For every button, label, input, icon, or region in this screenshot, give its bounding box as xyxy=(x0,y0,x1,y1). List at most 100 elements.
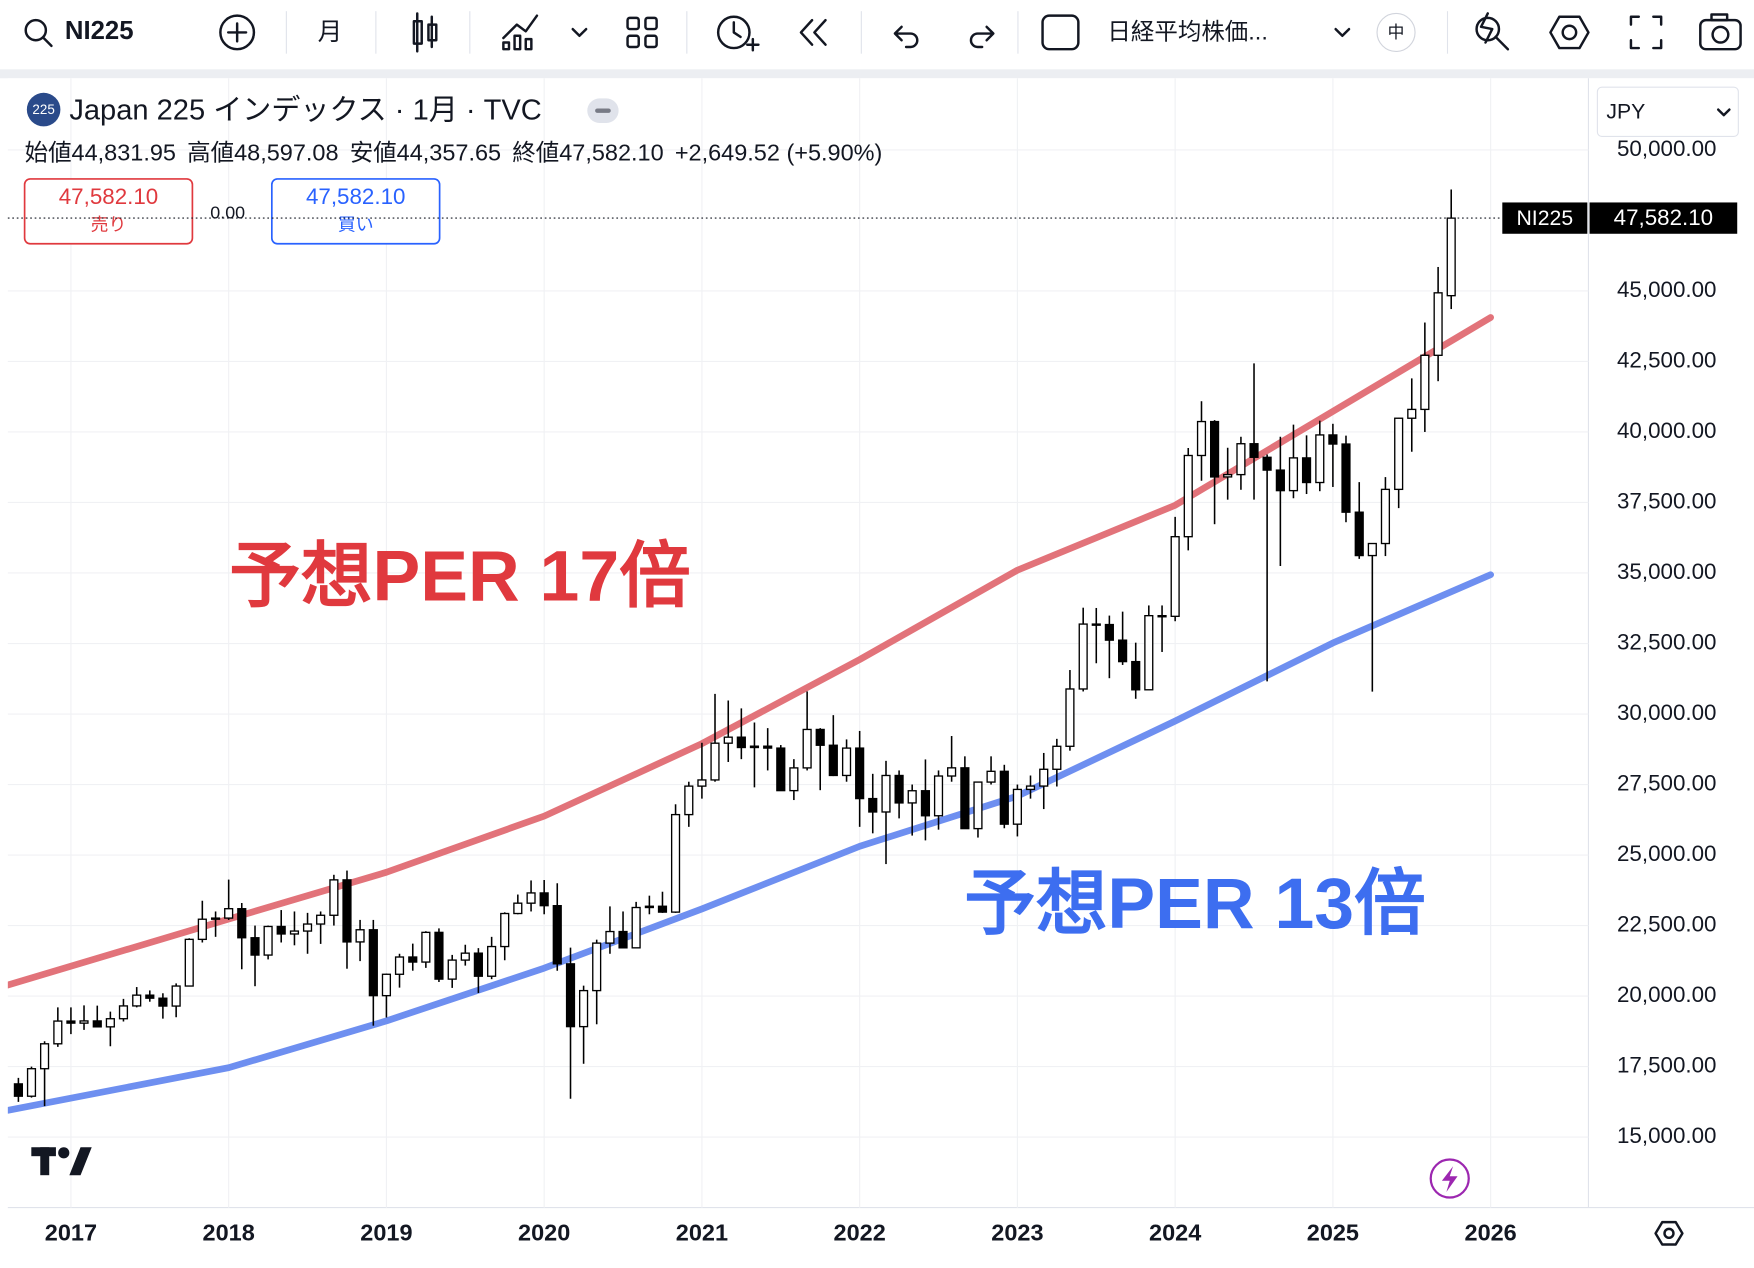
y-tick-label: 30,000.00 xyxy=(1617,700,1717,725)
x-tick-label: 2023 xyxy=(991,1220,1043,1246)
candle-body xyxy=(1341,443,1351,513)
candle-body xyxy=(605,930,615,944)
layout-box[interactable] xyxy=(1041,14,1080,51)
x-tick-label: 2024 xyxy=(1149,1220,1201,1246)
settings[interactable] xyxy=(1549,15,1590,50)
candle-body xyxy=(894,774,904,804)
buy-price[interactable]: 47,582.10 xyxy=(306,184,406,209)
y-tick-label: 50,000.00 xyxy=(1617,136,1717,161)
sell-label[interactable]: 売り xyxy=(91,215,127,235)
y-tick-label: 42,500.00 xyxy=(1617,347,1717,372)
candle-body xyxy=(841,747,852,777)
flash-bolt xyxy=(1441,1166,1458,1192)
candle-body xyxy=(1131,660,1141,691)
candle-body xyxy=(684,785,694,816)
symbol-tag xyxy=(1502,202,1588,234)
sell-button[interactable] xyxy=(23,178,194,245)
candle-body xyxy=(1380,488,1391,545)
indicators[interactable] xyxy=(502,14,539,51)
candle-body xyxy=(26,1068,37,1097)
currency[interactable]: JPY xyxy=(1606,100,1645,124)
plot xyxy=(7,189,1494,1114)
badge-text: 225 xyxy=(32,102,54,117)
fullscreen[interactable] xyxy=(1629,15,1663,50)
candle-body xyxy=(1223,473,1233,478)
candle-body xyxy=(342,879,352,943)
candle-body xyxy=(1157,614,1167,618)
currency-select[interactable] xyxy=(1596,86,1739,137)
snapshot[interactable] xyxy=(1699,13,1742,51)
symbol-badge xyxy=(26,92,61,127)
sell-price[interactable]: 47,582.10 xyxy=(59,184,159,209)
candle-body xyxy=(644,905,654,909)
candle-body xyxy=(1288,457,1299,492)
candle-body xyxy=(447,959,457,980)
dropdown[interactable] xyxy=(571,27,588,38)
candle-body xyxy=(1446,217,1456,297)
candle-body xyxy=(1275,469,1285,492)
lang-button[interactable] xyxy=(1376,12,1416,52)
candle-type[interactable] xyxy=(412,12,438,53)
candle-body xyxy=(66,1020,76,1024)
legend-title: Japan 225 インデックス · 1月 · TVC xyxy=(69,93,541,126)
chart-name[interactable]: 日経平均株価... xyxy=(1107,19,1267,45)
candle-body xyxy=(132,994,142,1007)
candle-body xyxy=(736,736,746,749)
y-tick-label: 25,000.00 xyxy=(1617,841,1717,866)
alert[interactable] xyxy=(716,15,760,52)
layouts[interactable] xyxy=(626,16,658,49)
candle-body xyxy=(1367,542,1377,557)
candle-body xyxy=(907,790,917,804)
y-tick-label: 27,500.00 xyxy=(1617,770,1717,795)
y-tick-label: 15,000.00 xyxy=(1617,1123,1717,1148)
buy-button[interactable] xyxy=(270,178,441,245)
candle-body xyxy=(1354,511,1364,557)
candle-body xyxy=(776,747,786,792)
candle-body xyxy=(316,914,326,925)
candle-body xyxy=(592,942,602,992)
candle-body xyxy=(368,929,378,997)
axis-settings[interactable] xyxy=(1654,1220,1684,1246)
candle-body xyxy=(526,892,536,904)
candle-body xyxy=(460,952,470,961)
grid xyxy=(7,78,1589,1208)
candle-body xyxy=(250,937,260,956)
ohlc-value: 44,831.95 xyxy=(72,140,176,166)
x-tick-label: 2021 xyxy=(676,1220,728,1246)
lang[interactable]: 中 xyxy=(1388,23,1405,42)
candle-body xyxy=(1196,420,1207,457)
undo[interactable] xyxy=(893,25,919,49)
ohlc-value: 44,357.65 xyxy=(397,140,501,166)
quick-search[interactable] xyxy=(1475,12,1510,51)
add-symbol[interactable] xyxy=(219,14,256,51)
redo[interactable] xyxy=(969,25,995,49)
x-tick-label: 2026 xyxy=(1465,1220,1517,1246)
dropdown[interactable] xyxy=(1334,27,1351,38)
spread: 0.00 xyxy=(210,202,245,222)
candle-body xyxy=(197,918,207,941)
candle-body xyxy=(1407,408,1417,419)
candle-body xyxy=(1065,688,1075,747)
buy-label[interactable]: 買い xyxy=(338,215,374,235)
candle-body xyxy=(1301,457,1312,484)
candle-body xyxy=(723,736,733,744)
y-tick-label: 17,500.00 xyxy=(1617,1053,1717,1078)
candle-body xyxy=(13,1083,23,1097)
candle-body xyxy=(657,905,668,913)
interval[interactable]: 月 xyxy=(318,19,343,46)
candle-body xyxy=(171,985,181,1007)
candle-body xyxy=(1012,788,1023,825)
x-tick-label: 2017 xyxy=(45,1220,97,1246)
replay[interactable] xyxy=(799,18,827,46)
candle-body xyxy=(565,963,576,1028)
search-icon[interactable] xyxy=(24,18,53,48)
candle-body xyxy=(539,892,549,907)
candle-body xyxy=(421,931,431,963)
candle-body xyxy=(552,905,562,965)
candle-body xyxy=(276,925,286,935)
candle-body xyxy=(1091,623,1101,626)
candle-body xyxy=(1209,420,1220,478)
dropdown[interactable] xyxy=(1716,108,1731,117)
symbol[interactable]: NI225 xyxy=(65,17,134,45)
